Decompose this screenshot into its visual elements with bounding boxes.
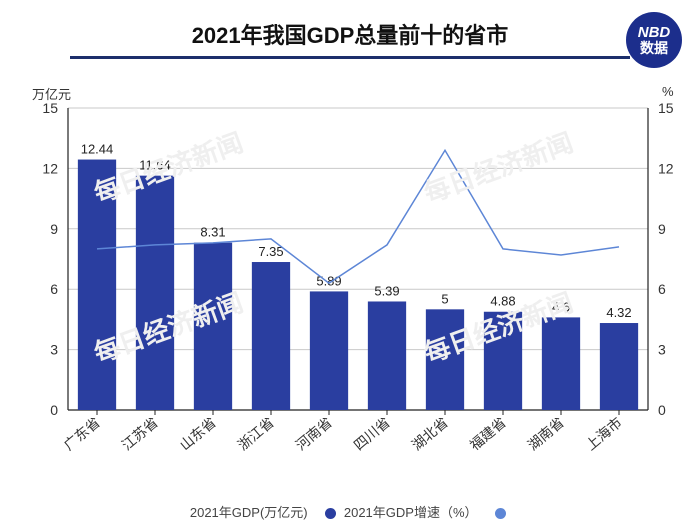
svg-text:12: 12: [658, 160, 674, 176]
bar: [310, 291, 348, 410]
bar: [368, 301, 406, 410]
nbd-badge: NBD 数据: [626, 12, 682, 68]
category-label: 江苏省: [118, 414, 160, 453]
plot-svg: 036912150369121512.44广东省11.64江苏省8.31山东省7…: [0, 78, 700, 529]
nbd-badge-bottom: 数据: [640, 41, 668, 56]
chart-title: 2021年我国GDP总量前十的省市: [10, 18, 690, 50]
svg-text:6: 6: [658, 281, 666, 297]
svg-text:6: 6: [50, 281, 58, 297]
chart-area: 万亿元 % 每日经济新闻 每日经济新闻 每日经济新闻 每日经济新闻 036912…: [0, 78, 700, 529]
legend-swatch-line: [495, 508, 506, 519]
legend-swatch-bars: [325, 508, 336, 519]
category-label: 福建省: [466, 414, 508, 453]
growth-line: [97, 150, 619, 283]
category-label: 浙江省: [234, 414, 276, 453]
category-label: 山东省: [176, 414, 218, 453]
category-label: 湖北省: [408, 414, 450, 453]
bar-value-label: 11.64: [139, 158, 171, 173]
svg-text:3: 3: [658, 342, 666, 358]
bar-value-label: 4.32: [606, 305, 631, 320]
bar: [252, 262, 290, 410]
bar-value-label: 4.88: [490, 294, 515, 309]
bar-value-label: 5.39: [374, 283, 399, 298]
svg-text:12: 12: [42, 160, 58, 176]
svg-text:3: 3: [50, 342, 58, 358]
svg-text:0: 0: [658, 402, 666, 418]
svg-text:15: 15: [658, 100, 674, 116]
bar: [542, 317, 580, 410]
legend-item-bars: 2021年GDP(万亿元): [190, 505, 344, 520]
category-label: 广东省: [60, 414, 102, 453]
legend: 2021年GDP(万亿元) 2021年GDP增速（%）: [0, 502, 700, 521]
category-label: 上海市: [582, 414, 624, 453]
bar: [194, 243, 232, 410]
bar-value-label: 4.6: [552, 299, 570, 314]
left-axis-unit: 万亿元: [32, 84, 71, 103]
bar-value-label: 8.31: [200, 225, 225, 240]
nbd-badge-top: NBD: [638, 25, 671, 41]
svg-text:0: 0: [50, 402, 58, 418]
legend-label-bars: 2021年GDP(万亿元): [190, 505, 308, 520]
bar: [484, 312, 522, 410]
bar-value-label: 5: [441, 291, 448, 306]
bar: [426, 309, 464, 410]
right-axis-unit: %: [662, 84, 674, 99]
svg-text:9: 9: [658, 221, 666, 237]
bar: [78, 160, 116, 410]
category-label: 湖南省: [524, 414, 566, 453]
bar-value-label: 12.44: [81, 142, 114, 157]
category-label: 四川省: [350, 414, 392, 453]
title-underline: [70, 56, 630, 59]
legend-item-line: 2021年GDP增速（%）: [344, 505, 510, 520]
bar: [600, 323, 638, 410]
bar: [136, 176, 174, 410]
svg-text:9: 9: [50, 221, 58, 237]
legend-label-line: 2021年GDP增速（%）: [344, 505, 478, 520]
category-label: 河南省: [292, 414, 334, 453]
